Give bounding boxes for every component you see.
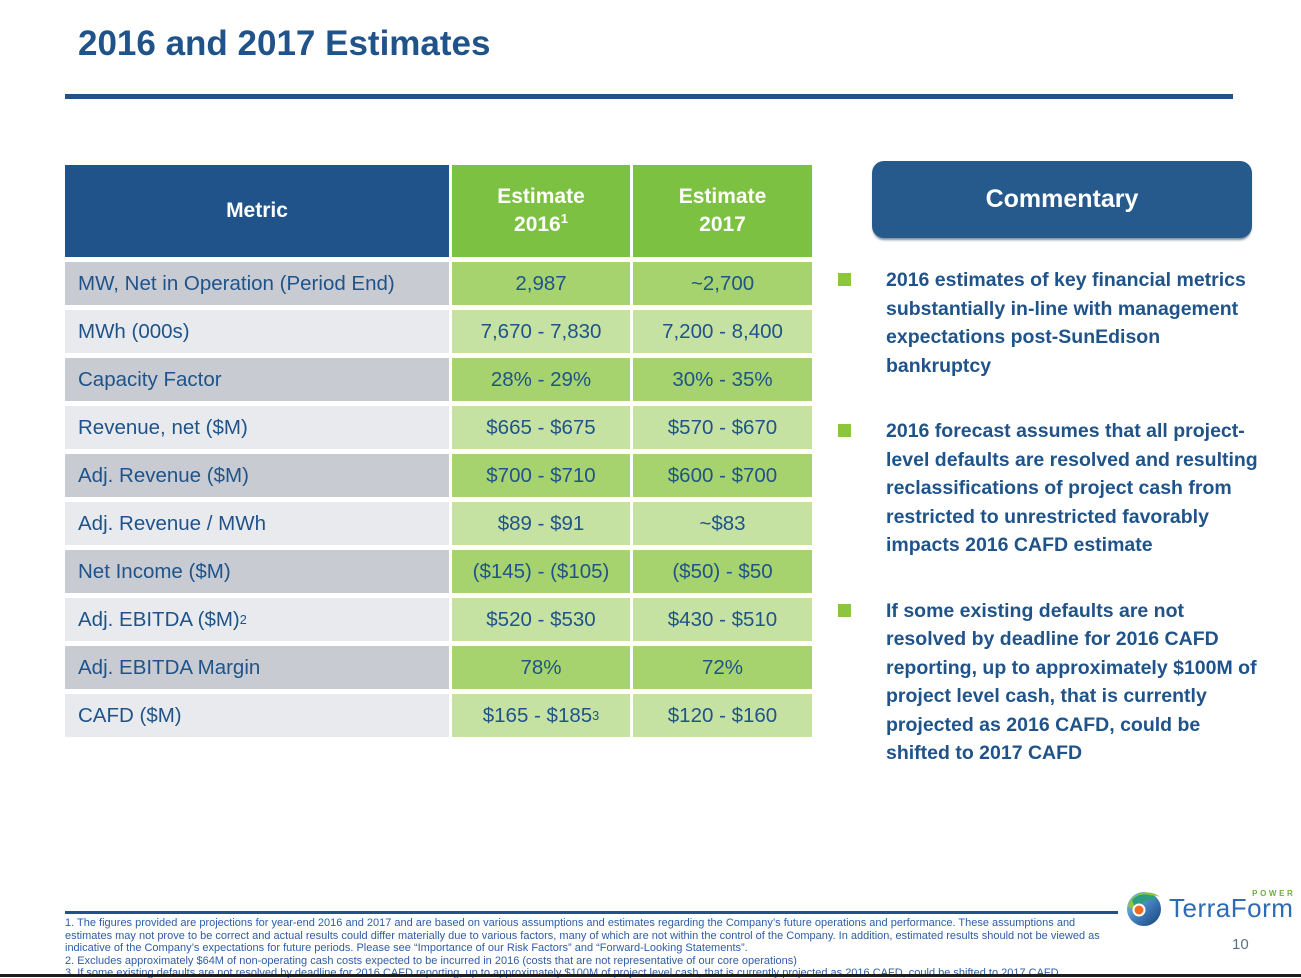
metric-cell: Capacity Factor [65,358,449,401]
estimate-2016-cell: $700 - $710 [452,454,630,497]
estimate-2016-cell: 28% - 29% [452,358,630,401]
list-item: 2016 forecast assumes that all project-l… [838,417,1260,560]
logo-power-label: POWER [1252,888,1296,898]
estimate-2017-cell: 72% [633,646,812,689]
estimate-2016-cell: 2,987 [452,262,630,305]
footnote-3: 3. If some existing defaults are not res… [65,967,1062,978]
list-item: If some existing defaults are not resolv… [838,597,1260,768]
metric-cell: Adj. EBITDA Margin [65,646,449,689]
metric-cell: MW, Net in Operation (Period End) [65,262,449,305]
footnote-divider [65,911,1118,914]
bullet-text: 2016 forecast assumes that all project-l… [886,420,1258,556]
estimate-2017-cell: $600 - $700 [633,454,812,497]
commentary-title: Commentary [985,185,1139,213]
metric-cell: Adj. EBITDA ($M) 2 [65,598,449,641]
metric-cell: Adj. Revenue ($M) [65,454,449,497]
estimate-2017-cell: $570 - $670 [633,406,812,449]
estimate-2016-cell: 78% [452,646,630,689]
estimate-2017-cell: $430 - $510 [633,598,812,641]
terraform-globe-icon [1127,892,1161,926]
commentary-bullet-list: 2016 estimates of key financial metrics … [838,266,1260,805]
metric-cell: Revenue, net ($M) [65,406,449,449]
estimate-2017-cell: ~2,700 [633,262,812,305]
footnote-1: 1. The figures provided are projections … [65,917,1100,955]
bullet-text: 2016 estimates of key financial metrics … [886,269,1246,377]
column-header-estimate-2017: Estimate 2017 [633,165,812,257]
metric-cell: Adj. Revenue / MWh [65,502,449,545]
column-header-metric: Metric [65,165,449,257]
page-title: 2016 and 2017 Estimates [78,24,491,63]
bullet-square-icon [838,273,851,286]
estimate-2016-cell: $89 - $91 [452,502,630,545]
estimate-2016-cell: 7,670 - 7,830 [452,310,630,353]
bullet-square-icon [838,603,851,617]
terraform-power-logo: TerraForm POWER [1124,888,1293,928]
estimate-2017-cell: 7,200 - 8,400 [633,310,812,353]
footnote-ref-1: 1 [560,211,568,226]
estimate-2016-cell: $165 - $185 3 [452,694,630,737]
metric-cell: CAFD ($M) [65,694,449,737]
metric-cell: MWh (000s) [65,310,449,353]
list-item: 2016 estimates of key financial metrics … [838,266,1260,380]
estimate-2017-cell: ~$83 [633,502,812,545]
bottom-border [0,974,1301,977]
bullet-square-icon [838,424,851,437]
metric-cell: Net Income ($M) [65,550,449,593]
column-header-estimate-2016: Estimate 20161 [452,165,630,257]
footnotes: 1. The figures provided are projections … [65,917,1123,978]
title-divider [65,94,1233,99]
estimates-table: Metric Estimate 20161 Estimate 2017 MW, … [65,165,812,737]
footnote-2: 2. Excludes approximately $64M of non-op… [65,954,797,967]
estimate-2016-cell: $665 - $675 [452,406,630,449]
page-number: 10 [1232,936,1249,953]
estimate-2017-cell: ($50) - $50 [633,550,812,593]
estimate-2016-cell: $520 - $530 [452,598,630,641]
estimate-2017-cell: $120 - $160 [633,694,812,737]
commentary-header: Commentary [872,161,1252,238]
bullet-text: If some existing defaults are not resolv… [886,599,1257,765]
estimate-2017-cell: 30% - 35% [633,358,812,401]
logo-wordmark: TerraForm POWER [1169,888,1296,923]
estimate-2016-cell: ($145) - ($105) [452,550,630,593]
